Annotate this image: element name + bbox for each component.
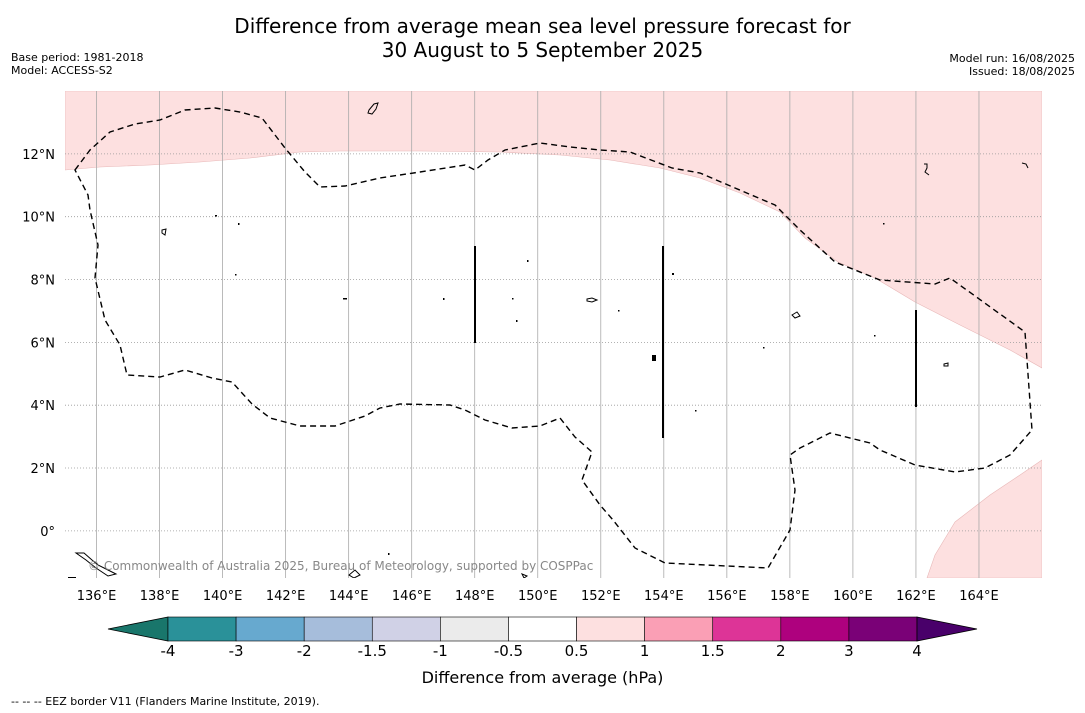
lon-tick-label: 144°E: [329, 589, 369, 604]
lat-tick-label: 0°: [40, 525, 55, 540]
lon-tick-label: 152°E: [581, 589, 621, 604]
colorbar-segment: [235, 616, 305, 642]
lon-tick-label: 162°E: [896, 589, 936, 604]
lon-tick-label: 148°E: [455, 589, 495, 604]
latitude-labels: 12°N 10°N 8°N 6°N 4°N 2°N 0°: [22, 148, 55, 540]
lon-tick-label: 146°E: [392, 589, 432, 604]
colorbar-tick: -0.5: [493, 642, 524, 660]
islands: [74, 102, 1029, 578]
colorbar-lower-arrow: [107, 616, 169, 642]
meta-right: Model run: 16/08/2025 Issued: 18/08/2025: [949, 52, 1075, 78]
colorbar-tick: -1.5: [357, 642, 387, 660]
eez-footnote: -- -- -- EEZ border V11 (Flanders Marine…: [11, 695, 320, 708]
colorbar-tick: -3: [228, 642, 244, 660]
meta-left: Base period: 1981-2018 Model: ACCESS-S2: [11, 51, 143, 77]
title-line-1: Difference from average mean sea level p…: [234, 14, 851, 38]
lon-tick-label: 164°E: [959, 589, 999, 604]
colorbar-tick: 1.5: [700, 642, 725, 660]
lon-tick-label: 142°E: [266, 589, 306, 604]
colorbar-tick: -2: [296, 642, 312, 660]
lon-tick-label: 154°E: [644, 589, 684, 604]
colorbar-segment: [712, 616, 782, 642]
colorbar-tick: 3: [844, 642, 854, 660]
lat-tick-label: 6°N: [31, 336, 56, 351]
lon-tick-label: 150°E: [518, 589, 558, 604]
colorbar-segment: [371, 616, 441, 642]
lat-tick-label: 10°N: [22, 211, 55, 226]
eez-border: [74, 107, 1033, 569]
colorbar-tick: -1: [432, 642, 448, 660]
map-title: Difference from average mean sea level p…: [0, 14, 1085, 62]
lat-tick-label: 8°N: [31, 274, 56, 289]
colorbar-tick: 0.5: [564, 642, 589, 660]
lon-tick-label: 140°E: [203, 589, 243, 604]
copyright-notice: © Commonwealth of Australia 2025, Bureau…: [88, 559, 593, 573]
lat-tick-label: 12°N: [22, 148, 55, 163]
colorbar-segment: [780, 616, 850, 642]
shaded-anomaly-southeast: [926, 459, 1042, 578]
colorbar-segment: [848, 616, 918, 642]
colorbar-tick: 2: [776, 642, 786, 660]
colorbar-segment: [508, 616, 577, 642]
lon-tick-label: 138°E: [140, 589, 180, 604]
colorbar-segment: [303, 616, 373, 642]
lat-tick-label: 2°N: [31, 462, 56, 477]
shaded-anomaly-north: [65, 91, 1042, 369]
longitude-labels: 136°E 138°E 140°E 142°E 144°E 146°E 148°E 150°E…: [77, 589, 999, 604]
colorbar: [107, 616, 978, 642]
colorbar-segment: [576, 616, 645, 642]
colorbar-tick: 1: [639, 642, 650, 660]
colorbar-upper-arrow: [916, 616, 978, 642]
lat-tick-label: 4°N: [31, 399, 56, 414]
colorbar-segment: [440, 616, 509, 642]
model-name: Model: ACCESS-S2: [11, 64, 113, 77]
colorbar-tick: -4: [160, 642, 176, 660]
lon-tick-label: 136°E: [77, 589, 117, 604]
title-line-2: 30 August to 5 September 2025: [381, 38, 704, 62]
colorbar-title: Difference from average (hPa): [421, 668, 664, 687]
model-run: Model run: 16/08/2025: [949, 52, 1075, 65]
lon-tick-label: 156°E: [707, 589, 747, 604]
issued-date: Issued: 18/08/2025: [968, 65, 1075, 78]
colorbar-segment: [167, 616, 237, 642]
islets: [68, 215, 885, 578]
colorbar-tick-labels: -4 -3 -2 -1.5 -1 -0.5 0.5 1 1.5 2 3 4: [0, 642, 1085, 662]
base-period: Base period: 1981-2018: [11, 51, 144, 64]
gridlines: [65, 91, 1042, 578]
lon-tick-label: 160°E: [833, 589, 873, 604]
colorbar-tick: 4: [912, 642, 922, 660]
lon-tick-label: 158°E: [770, 589, 810, 604]
colorbar-segment: [644, 616, 714, 642]
